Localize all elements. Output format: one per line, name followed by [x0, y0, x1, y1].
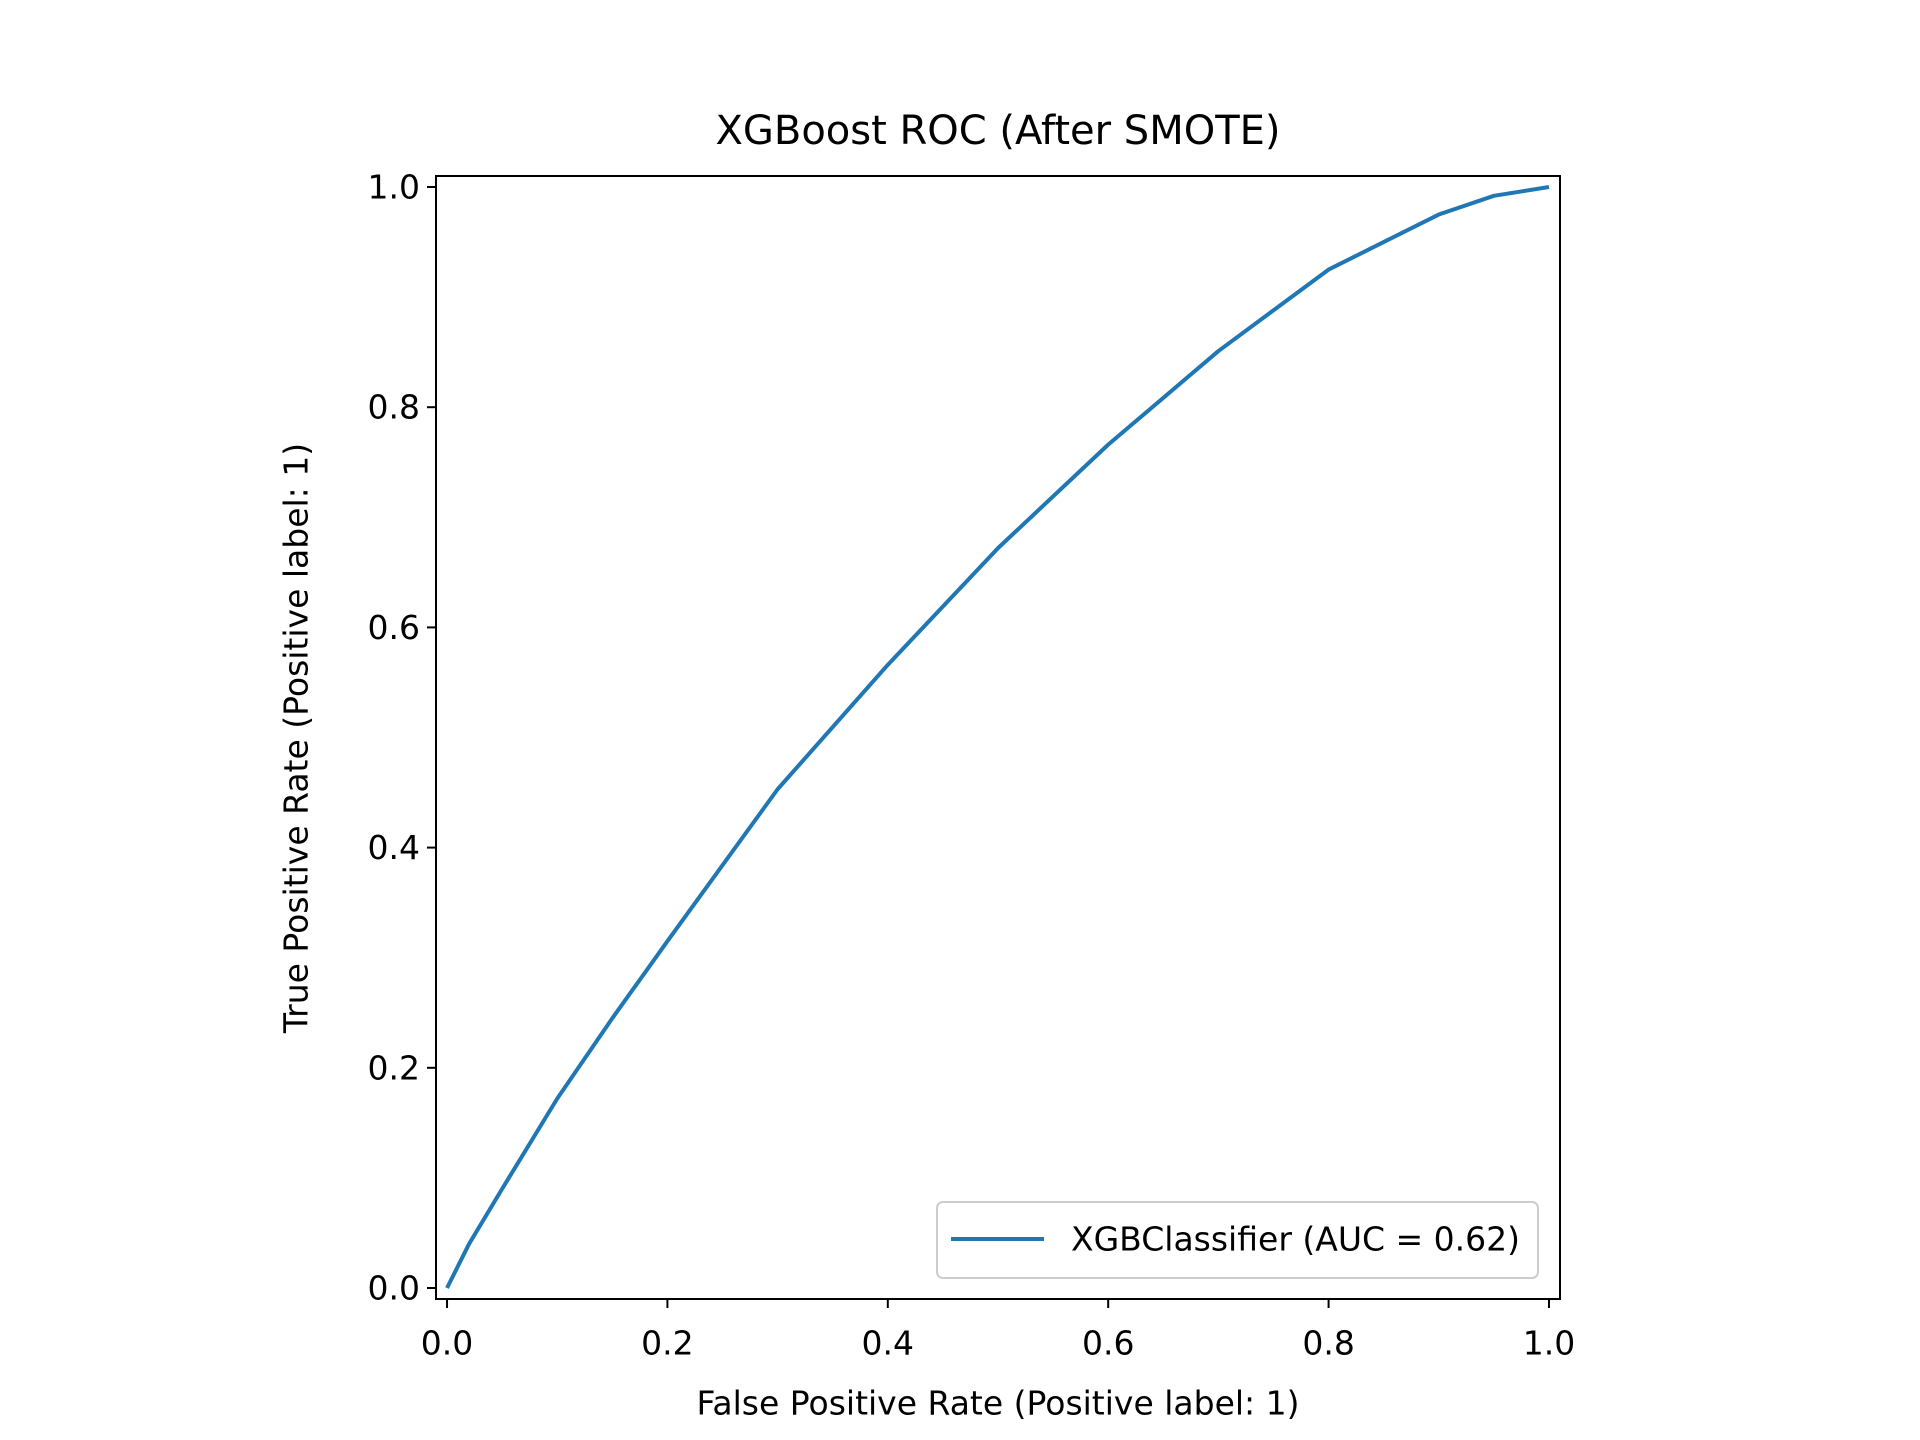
y-axis-label: True Positive Rate (Positive label: 1) [277, 443, 316, 1034]
roc-curve [445, 185, 1550, 1289]
legend: XGBClassifier (AUC = 0.62) [936, 1201, 1539, 1279]
x-tick-label: 0.4 [862, 1324, 914, 1363]
plot-frame [435, 175, 1561, 1300]
legend-label: XGBClassifier (AUC = 0.62) [1071, 1220, 1520, 1259]
legend-box [936, 1201, 1539, 1279]
x-tick-label: 0.2 [641, 1324, 693, 1363]
y-tick-label: 0.8 [368, 388, 420, 427]
x-tick-label: 0.6 [1082, 1324, 1134, 1363]
y-tick-label: 0.0 [368, 1268, 420, 1307]
y-tick-label: 0.6 [368, 608, 420, 647]
y-tick-label: 0.4 [368, 828, 420, 867]
x-tick-label: 1.0 [1523, 1324, 1575, 1363]
chart-title: XGBoost ROC (After SMOTE) [715, 108, 1280, 154]
x-tick-label: 0.0 [421, 1324, 473, 1363]
y-tick-label: 0.2 [368, 1048, 420, 1087]
y-tick-label: 1.0 [368, 168, 420, 207]
x-axis-label: False Positive Rate (Positive label: 1) [696, 1384, 1299, 1423]
x-tick-label: 0.8 [1302, 1324, 1354, 1363]
